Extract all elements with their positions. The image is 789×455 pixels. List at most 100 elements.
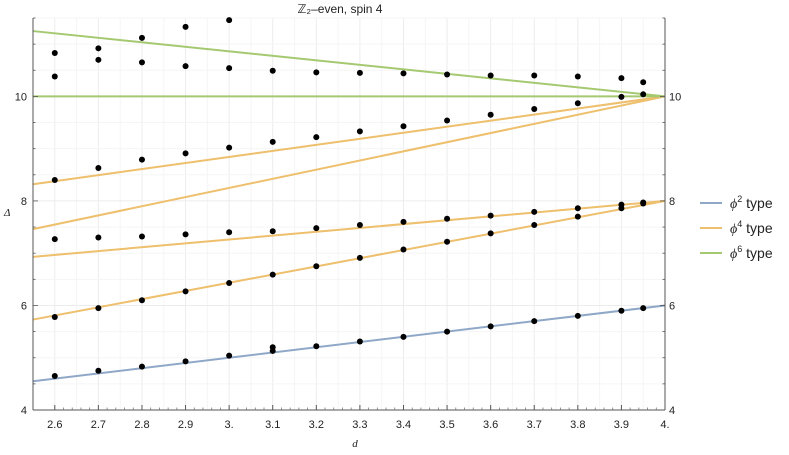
data-point [226,65,233,72]
data-point [226,229,233,236]
data-point [487,111,494,118]
x-axis-label: d [352,438,358,450]
data-point [400,333,407,340]
axes [32,17,666,411]
data-point [182,358,189,365]
data-point [269,344,276,351]
data-point [640,199,647,206]
x-tick-label: 3.4 [396,419,411,431]
data-point [313,69,320,76]
data-point [531,208,538,215]
series-line-2 [32,95,666,186]
data-point [574,100,581,107]
data-point [95,234,102,241]
data-point [574,312,581,319]
y-tick-label-left: 10 [15,91,27,103]
data-point [574,205,581,212]
data-point [356,69,363,76]
series-line-1 [32,304,666,383]
data-point [51,73,58,80]
data-point [269,138,276,145]
x-tick-label: 3.7 [527,419,542,431]
data-points [51,17,647,380]
data-point [400,70,407,77]
y-tick-label-right: 4 [669,405,675,417]
data-point [444,238,451,245]
data-point [487,323,494,330]
data-point [531,72,538,79]
data-point [400,246,407,253]
y-tick-label-right: 10 [669,91,681,103]
x-tick-label: 3.5 [439,419,454,431]
data-point [95,165,102,172]
data-point [487,72,494,79]
data-point [313,225,320,232]
data-point [400,218,407,225]
legend-label: ϕ6 type [730,244,773,262]
x-tick-label: 2.9 [178,419,193,431]
data-point [444,215,451,222]
data-point [51,373,58,380]
y-tick-label-right: 8 [669,196,675,208]
x-tick-label: 3.3 [352,419,367,431]
data-point [138,233,145,240]
y-tick-label-left: 8 [21,196,27,208]
data-point [487,212,494,219]
data-point [182,288,189,295]
data-point [226,17,233,24]
data-point [95,45,102,52]
data-point [269,271,276,278]
data-point [574,213,581,220]
x-tick-label: 3.9 [614,419,629,431]
legend-label: ϕ2 type [730,194,773,212]
data-point [182,231,189,238]
data-point [226,352,233,359]
data-point [51,177,58,184]
data-point [269,228,276,235]
data-point [444,71,451,78]
x-tick-label: 3.8 [570,419,585,431]
data-point [138,34,145,41]
y-axis-label: Δ [3,207,10,219]
data-point [531,318,538,325]
x-tick-label: 4. [660,419,669,431]
data-point [138,363,145,370]
data-point [618,93,625,100]
data-point [356,338,363,345]
x-tick-label: 2.6 [47,419,62,431]
tick-labels: 2.6 2.7 2.8 2.9 3. 3.1 3.2 3.3 3.4 3.5 3.6 3.7 3.8 3.… [15,91,682,431]
data-point [356,128,363,135]
data-point [269,67,276,74]
data-point [640,79,647,86]
data-point [226,279,233,286]
data-point [618,75,625,82]
data-point [444,328,451,335]
series-line-2 [32,199,666,258]
data-point [356,254,363,261]
x-tick-label: 2.8 [134,419,149,431]
data-point [400,123,407,130]
series-line-3 [32,30,666,98]
series-line-2 [32,95,666,231]
series-line-2 [32,199,666,321]
legend: ϕ2 type ϕ4 type ϕ6 type [700,194,773,262]
legend-label: ϕ4 type [730,219,773,237]
data-point [182,23,189,30]
chart-title: ℤ₂–even, spin 4 [298,2,383,16]
y-tick-label-left: 4 [21,405,27,417]
data-point [313,263,320,270]
x-tick-label: 3.6 [483,419,498,431]
data-point [138,59,145,66]
data-point [226,144,233,151]
data-point [444,117,451,124]
x-tick-label: 3.2 [309,419,324,431]
data-point [95,305,102,312]
data-point [51,50,58,57]
data-point [182,63,189,70]
fit-lines [32,30,666,383]
data-point [640,91,647,98]
data-point [487,230,494,237]
data-point [313,343,320,350]
data-point [531,221,538,228]
